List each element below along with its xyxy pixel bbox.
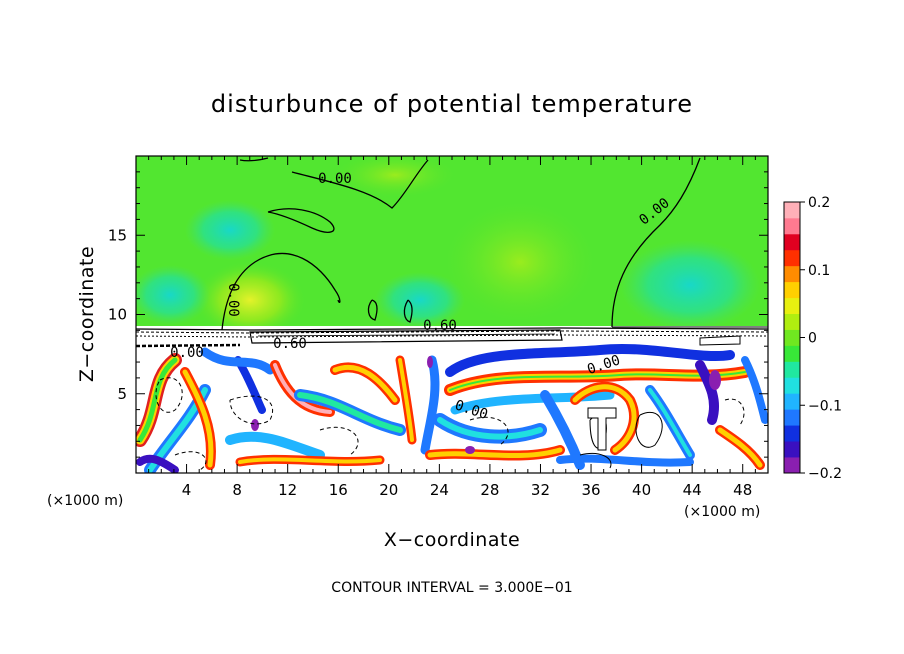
chart-title: disturbunce of potential temperature bbox=[211, 90, 693, 118]
colorbar-swatch bbox=[784, 249, 800, 267]
x-tick-label: 20 bbox=[379, 481, 398, 499]
contour-interval-text: CONTOUR INTERVAL = 3.000E−01 bbox=[331, 580, 572, 596]
contour-label: 0.60 bbox=[423, 318, 457, 334]
colorbar-swatch bbox=[784, 361, 800, 378]
colorbar-swatch bbox=[784, 217, 800, 235]
colorbar-swatch bbox=[784, 393, 800, 410]
field-blob bbox=[620, 240, 760, 330]
field-blob bbox=[136, 265, 210, 325]
colorbar-tick-label: 0.1 bbox=[808, 263, 830, 279]
field-blob bbox=[445, 202, 595, 322]
colorbar-swatch bbox=[784, 265, 800, 283]
field-blob bbox=[195, 262, 305, 338]
colorbar-swatch bbox=[784, 409, 800, 426]
purple-patches bbox=[251, 356, 721, 454]
x-unit-right-label: (×1000 m) bbox=[684, 504, 760, 520]
y-axis-label: Z−coordinate bbox=[76, 246, 98, 382]
z-tick-label: 10 bbox=[108, 306, 127, 324]
field-blob bbox=[375, 272, 465, 328]
x-unit-left-label: (×1000 m) bbox=[47, 493, 123, 509]
upper-contours bbox=[221, 157, 701, 331]
x-tick-label: 12 bbox=[278, 481, 297, 499]
t-feature bbox=[587, 407, 617, 451]
colorbar-swatch bbox=[784, 281, 800, 299]
contour-label: 0.60 bbox=[273, 336, 307, 352]
x-tick-label: 16 bbox=[329, 481, 348, 499]
colorbar-swatch bbox=[784, 329, 800, 346]
colorbar-swatch bbox=[784, 441, 800, 458]
x-axis: 4 8 12 16 20 24 28 32 36 40 44 48 bbox=[135, 156, 769, 499]
x-tick-label: 32 bbox=[531, 481, 550, 499]
interface-contours bbox=[136, 326, 768, 348]
colorbar-swatch bbox=[784, 202, 800, 219]
x-tick-label: 4 bbox=[182, 481, 192, 499]
colorbar-swatch bbox=[784, 425, 800, 442]
colorbar-tick-label: −0.1 bbox=[808, 398, 842, 414]
x-tick-label: 24 bbox=[430, 481, 449, 499]
x-tick-label: 36 bbox=[581, 481, 600, 499]
x-tick-label: 48 bbox=[733, 481, 752, 499]
colorbar: 0.2 0.1 0 −0.1 −0.2 bbox=[783, 195, 842, 482]
x-axis-label: X−coordinate bbox=[384, 529, 520, 551]
x-tick-label: 44 bbox=[683, 481, 702, 499]
colorbar-tick-label: 0 bbox=[808, 331, 817, 347]
z-tick-label: 15 bbox=[108, 226, 127, 244]
contour-label: 0.00 bbox=[318, 171, 352, 187]
field-blob bbox=[335, 156, 455, 197]
x-tick-label: 28 bbox=[480, 481, 499, 499]
colorbar-swatch bbox=[784, 345, 800, 362]
contour-label: 0.00 bbox=[225, 283, 241, 317]
colorbar-swatch bbox=[784, 297, 800, 314]
z-axis: 5 10 15 bbox=[108, 155, 768, 474]
turbulent-streaks bbox=[136, 343, 768, 473]
colorbar-swatch bbox=[784, 313, 800, 330]
colorbar-tick-label: 0.2 bbox=[808, 195, 830, 211]
x-tick-label: 8 bbox=[232, 481, 242, 499]
contour-label: 0.00 bbox=[170, 345, 204, 361]
colorbar-tick-label: −0.2 bbox=[808, 466, 842, 482]
colorbar-swatch bbox=[784, 457, 800, 474]
x-tick-label: 40 bbox=[632, 481, 651, 499]
field-blob bbox=[185, 200, 275, 260]
plot-area bbox=[136, 156, 768, 473]
z-tick-label: 5 bbox=[117, 385, 127, 403]
colorbar-swatch bbox=[784, 377, 800, 394]
colorbar-swatch bbox=[784, 233, 800, 251]
